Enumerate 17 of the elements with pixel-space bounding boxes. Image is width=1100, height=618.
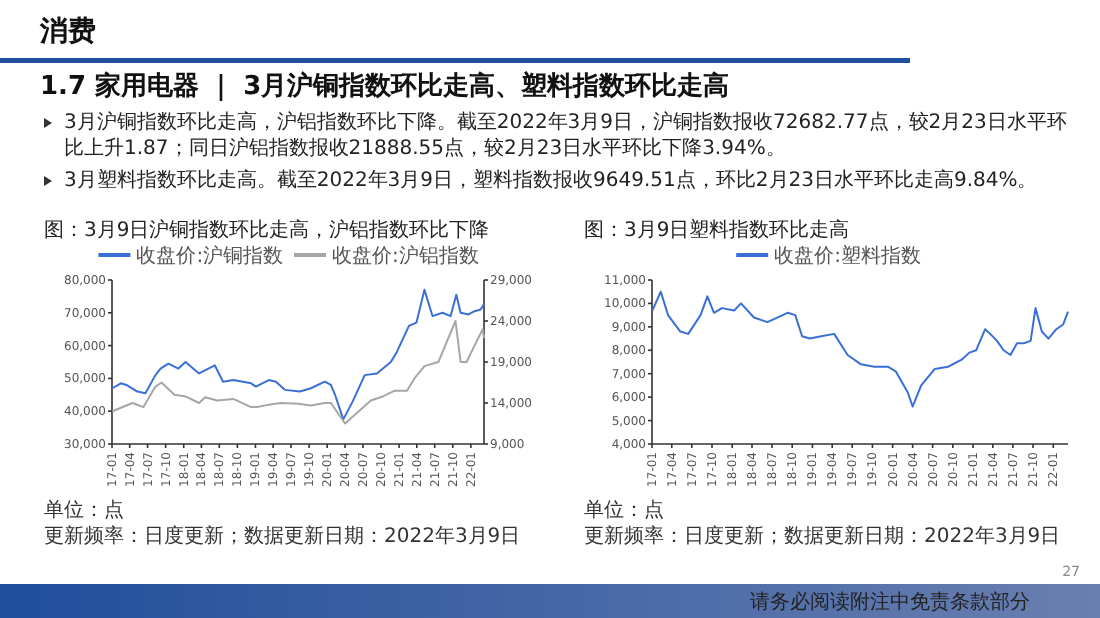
text: 单位：点 xyxy=(584,498,664,522)
text: 更新频率：日度更新；数据更新日期：2022年3月9日 xyxy=(44,524,521,548)
text: 单位：点 xyxy=(44,498,124,522)
text: 消费 xyxy=(38,16,96,48)
text: 更新频率：日度更新；数据更新日期：2022年3月9日 xyxy=(584,524,1061,548)
text: 3月沪铜指数环比走高，沪铝指数环比下降。截至2022年3月9日，沪铜指数报收72682.77点，较2月23日水平环比上升1.87；同日沪铝指数报收21888.55点，较2月23日水平环比下降3.94%。 xyxy=(64,110,1067,160)
legend-label: 收盘价:沪铝指数 xyxy=(332,244,479,268)
chart-title: 图：3月9日沪铜指数环比走高，沪铝指数环比下降 xyxy=(44,218,490,242)
line-series xyxy=(651,290,1069,408)
line-series xyxy=(111,288,485,421)
legend-label: 收盘价:塑料指数 xyxy=(774,244,921,268)
legend-label: 收盘价:沪铜指数 xyxy=(136,244,284,268)
chart-title: 图：3月9日塑料指数环比走高 xyxy=(584,218,850,242)
text: 请务必阅读附注中免责条款部分 xyxy=(750,590,1030,614)
text: 1.7 家用电器 ｜ 3月沪铜指数环比走高、塑料指数环比走高 xyxy=(40,70,730,102)
text: 3月塑料指数环比走高。截至2022年3月9日，塑料指数报收9649.51点，环比2月23日水平环比走高9.84%。 xyxy=(64,168,1038,192)
line-series xyxy=(111,320,485,425)
